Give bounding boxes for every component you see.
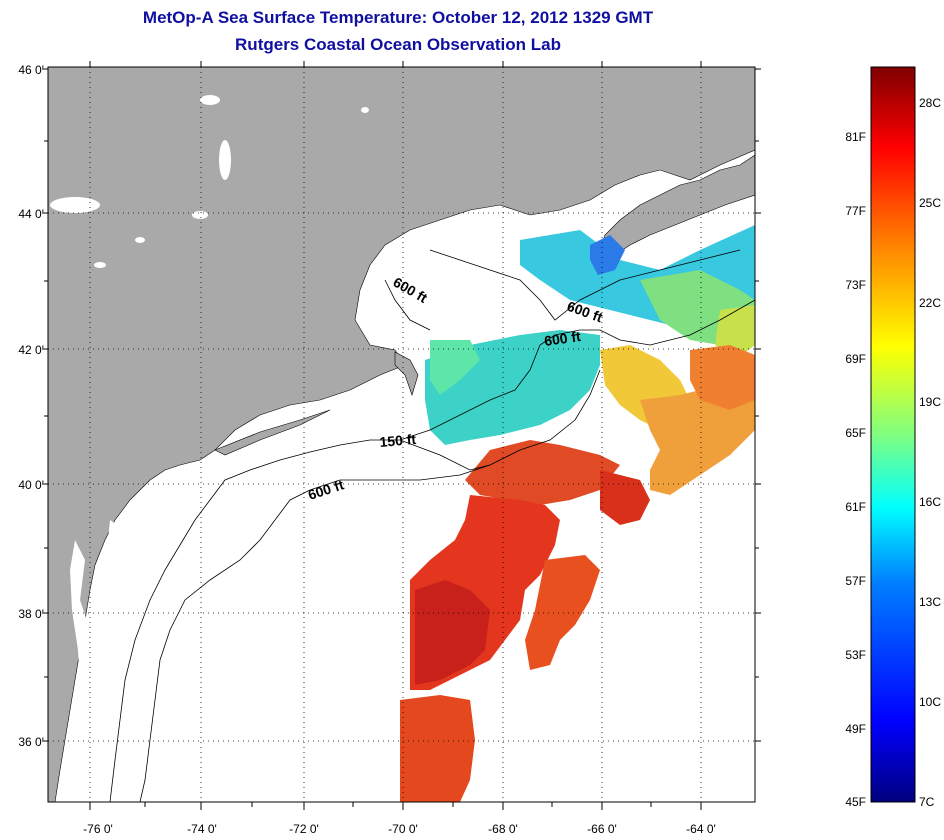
colorbar-f-labels: 81F 77F 73F 69F 65F 61F 57F 53F 49F 45F	[845, 130, 866, 809]
lon-label: -66 0'	[587, 822, 617, 836]
lon-label: -68 0'	[488, 822, 518, 836]
lon-label: -72 0'	[289, 822, 319, 836]
colorbar-c-label: 10C	[919, 695, 941, 709]
colorbar-c-label: 13C	[919, 595, 941, 609]
delaware-bay	[108, 520, 125, 550]
map-frame	[47, 66, 756, 803]
lon-labels: -76 0' -74 0' -72 0' -70 0' -68 0' -66 0…	[83, 822, 716, 836]
colorbar-c-label: 7C	[919, 795, 935, 809]
colorbar	[870, 66, 916, 803]
colorbar-f-label: 73F	[845, 278, 866, 292]
inland-lakes	[50, 95, 369, 268]
colorbar-f-label: 45F	[845, 795, 866, 809]
lat-label: 40 0'	[18, 478, 44, 492]
colorbar-f-label: 65F	[845, 426, 866, 440]
colorbar-f-label: 49F	[845, 722, 866, 736]
lat-label: 36 0'	[18, 735, 44, 749]
bathymetry-contours	[109, 249, 755, 802]
colorbar-c-label: 25C	[919, 196, 941, 210]
lat-label: 42 0'	[18, 343, 44, 357]
lon-label: -76 0'	[83, 822, 113, 836]
land-long-island	[214, 409, 331, 456]
lat-label: 44 0'	[18, 207, 44, 221]
lat-labels: 46 0' 44 0' 42 0' 40 0' 38 0' 36 0'	[18, 63, 44, 749]
colorbar-c-label: 22C	[919, 296, 941, 310]
lon-label: -64 0'	[686, 822, 716, 836]
lon-ticks	[89, 61, 702, 810]
chesapeake-bay	[70, 540, 92, 720]
lat-ticks	[42, 68, 761, 742]
lon-label: -70 0'	[388, 822, 418, 836]
colorbar-c-label: 16C	[919, 495, 941, 509]
contour-label: 600 ft	[543, 328, 582, 349]
colorbar-f-label: 81F	[845, 130, 866, 144]
colorbar-f-label: 61F	[845, 500, 866, 514]
sst-data	[400, 225, 755, 802]
map-subtitle: Rutgers Coastal Ocean Observation Lab	[235, 35, 561, 54]
lat-label: 38 0'	[18, 607, 44, 621]
colorbar-c-labels: 28C 25C 22C 19C 16C 13C 10C 7C	[919, 96, 941, 809]
lon-label: -74 0'	[187, 822, 217, 836]
colorbar-f-label: 53F	[845, 648, 866, 662]
contour-label: 150 ft	[379, 431, 417, 450]
map-title: MetOp-A Sea Surface Temperature: October…	[142, 8, 654, 27]
lat-label: 46 0'	[18, 63, 44, 77]
colorbar-f-label: 69F	[845, 352, 866, 366]
land-cape-cod	[394, 351, 419, 396]
colorbar-f-label: 57F	[845, 574, 866, 588]
colorbar-f-label: 77F	[845, 204, 866, 218]
colorbar-c-label: 28C	[919, 96, 941, 110]
colorbar-c-label: 19C	[919, 395, 941, 409]
